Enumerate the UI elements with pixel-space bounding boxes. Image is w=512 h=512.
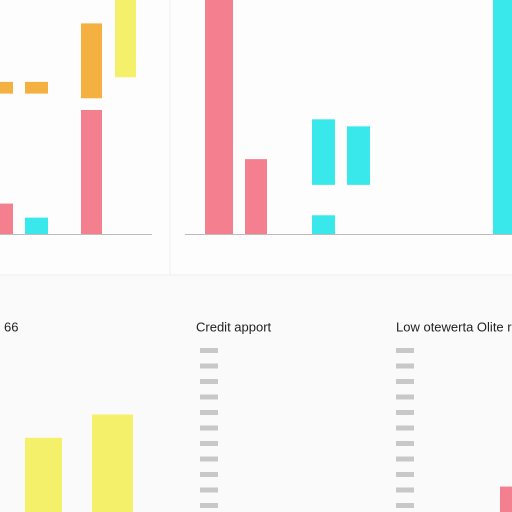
bar xyxy=(245,159,267,234)
list-row xyxy=(396,410,414,415)
list-row xyxy=(200,363,218,369)
bar xyxy=(25,81,48,94)
bar xyxy=(347,126,370,185)
list-row xyxy=(396,379,414,384)
panel-title: Low otewerta Olite ri xyxy=(396,319,512,334)
bar xyxy=(312,119,335,185)
list-row xyxy=(200,410,218,415)
list-row xyxy=(396,487,414,493)
bar xyxy=(500,486,512,512)
bar xyxy=(205,0,233,234)
panel-title: Credit apport xyxy=(196,319,272,334)
list-row xyxy=(396,348,414,353)
bar xyxy=(0,203,13,234)
bar xyxy=(92,414,133,512)
list-row xyxy=(200,487,218,493)
list-row xyxy=(200,503,218,508)
list-row xyxy=(200,472,218,477)
list-row xyxy=(396,425,414,431)
bar xyxy=(493,0,512,234)
list-row xyxy=(396,456,414,462)
list-row xyxy=(200,441,218,446)
list-row xyxy=(200,379,218,384)
list-rows xyxy=(200,348,414,508)
list-row xyxy=(200,456,218,462)
bar xyxy=(312,215,335,234)
list-row xyxy=(200,348,218,353)
bar xyxy=(81,109,102,234)
bar xyxy=(25,437,62,512)
bar xyxy=(0,81,13,94)
panel-title: 66 xyxy=(4,319,18,334)
list-row xyxy=(200,394,218,400)
bar xyxy=(25,217,48,234)
list-row xyxy=(396,363,414,369)
list-row xyxy=(396,441,414,446)
bar xyxy=(115,0,136,78)
list-row xyxy=(396,503,414,508)
bar xyxy=(81,23,102,99)
list-row xyxy=(396,394,414,400)
list-row xyxy=(200,425,218,431)
list-row xyxy=(396,472,414,477)
